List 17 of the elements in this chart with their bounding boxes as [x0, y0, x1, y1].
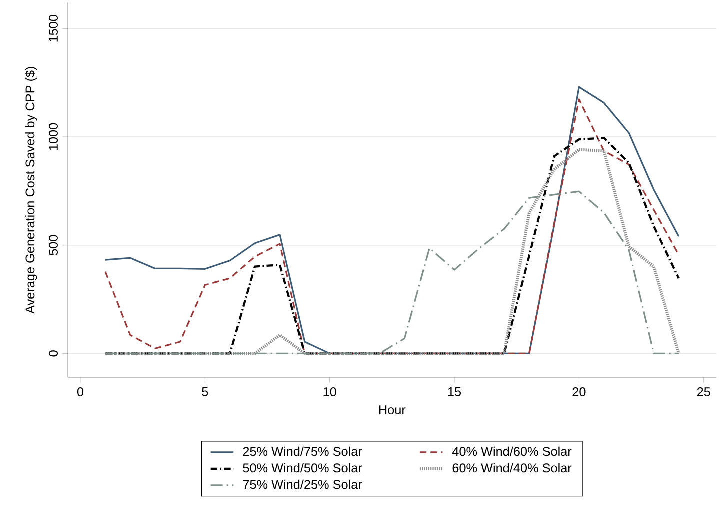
legend-label: 75% Wind/25% Solar	[243, 480, 362, 490]
x-axis-title: Hour	[379, 406, 406, 414]
x-tick-label: 0	[77, 387, 84, 396]
legend-label: 40% Wind/60% Solar	[452, 446, 572, 456]
y-tick-label: 500	[49, 235, 58, 256]
y-tick-label: 1500	[49, 14, 58, 42]
y-tick-label: 1000	[49, 123, 58, 150]
y-axis-title: Average Generation Cost Saved by CPP ($)	[25, 66, 38, 314]
x-tick-label: 25	[697, 387, 710, 396]
x-tick-label: 20	[572, 387, 586, 396]
y-tick-label: 0	[49, 350, 58, 357]
x-tick-label: 15	[448, 387, 462, 396]
x-tick-label: 10	[324, 387, 336, 396]
legend-label: 60% Wind/40% Solar	[452, 463, 572, 473]
x-tick-label: 5	[202, 387, 208, 396]
legend-label: 50% Wind/50% Solar	[243, 463, 362, 473]
legend-label: 25% Wind/75% Solar	[243, 446, 362, 456]
